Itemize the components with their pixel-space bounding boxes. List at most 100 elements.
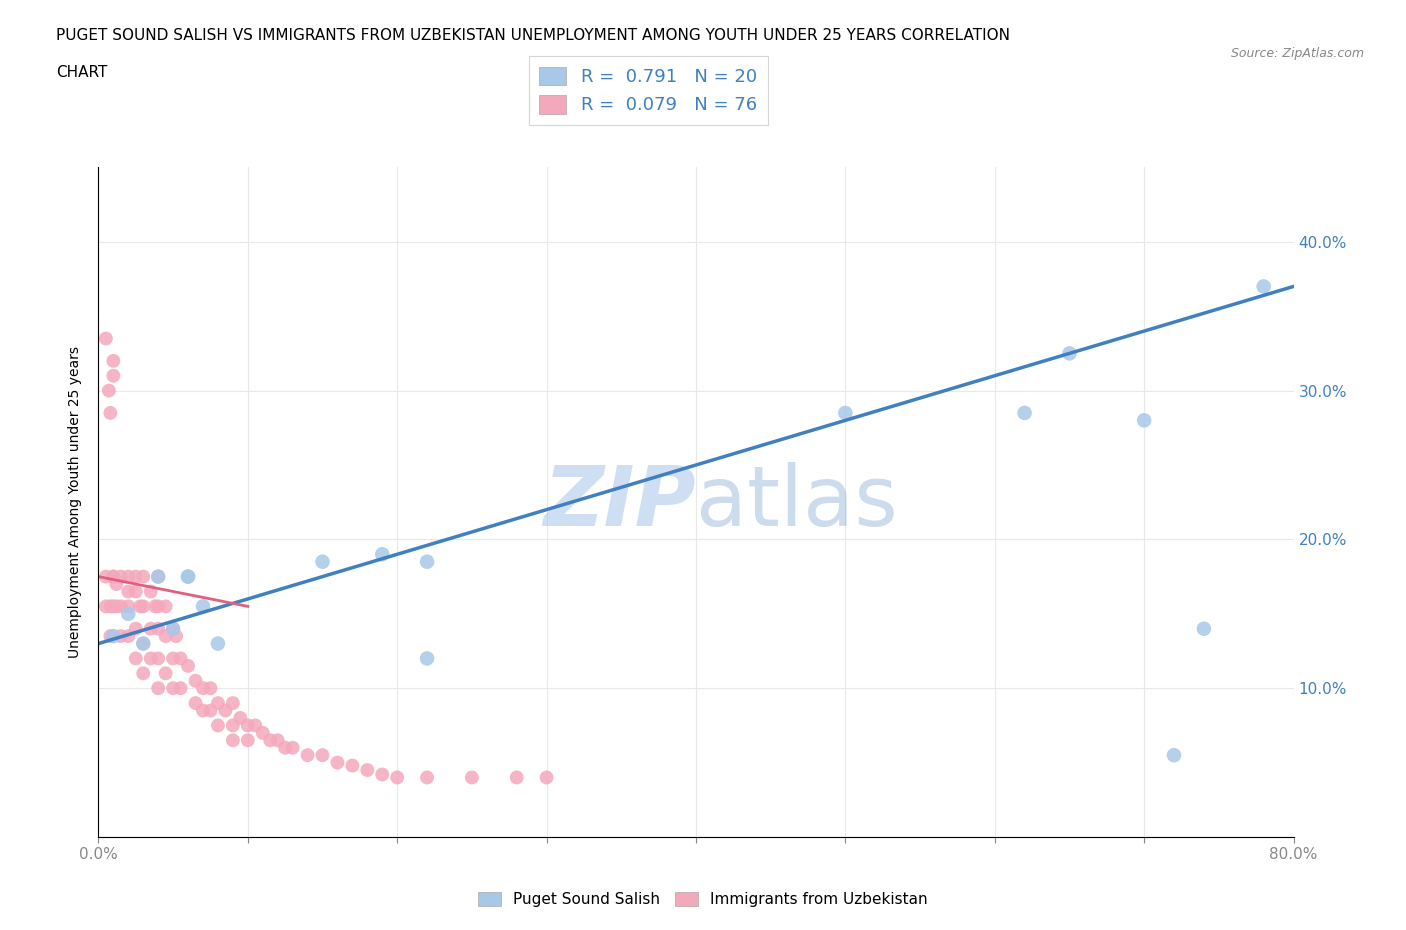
Point xyxy=(105,599,128,614)
Point xyxy=(200,703,222,718)
Text: PUGET SOUND SALISH VS IMMIGRANTS FROM UZBEKISTAN UNEMPLOYMENT AMONG YOUTH UNDER : PUGET SOUND SALISH VS IMMIGRANTS FROM UZ… xyxy=(56,28,1011,43)
Point xyxy=(371,547,394,562)
Point xyxy=(191,703,214,718)
Point xyxy=(100,629,122,644)
Text: Source: ZipAtlas.com: Source: ZipAtlas.com xyxy=(1230,46,1364,60)
Point xyxy=(103,629,125,644)
Point xyxy=(416,651,439,666)
Point xyxy=(416,554,439,569)
Point xyxy=(536,770,558,785)
Point xyxy=(191,681,214,696)
Point xyxy=(129,599,152,614)
Point xyxy=(110,599,132,614)
Point xyxy=(165,629,187,644)
Point xyxy=(169,651,191,666)
Text: CHART: CHART xyxy=(56,65,108,80)
Point xyxy=(162,681,184,696)
Point xyxy=(461,770,484,785)
Point xyxy=(117,584,139,599)
Point xyxy=(105,577,128,591)
Point xyxy=(125,569,148,584)
Point xyxy=(1133,413,1156,428)
Point xyxy=(1253,279,1275,294)
Point xyxy=(177,658,200,673)
Point xyxy=(1192,621,1215,636)
Point xyxy=(97,383,120,398)
Point xyxy=(139,584,162,599)
Point xyxy=(117,569,139,584)
Point xyxy=(169,681,191,696)
Point xyxy=(155,599,177,614)
Point xyxy=(177,569,200,584)
Point xyxy=(207,718,229,733)
Point xyxy=(207,636,229,651)
Point xyxy=(100,599,122,614)
Point xyxy=(1014,405,1036,420)
Point xyxy=(132,569,155,584)
Point xyxy=(132,636,155,651)
Text: ZIP: ZIP xyxy=(543,461,696,543)
Point xyxy=(148,651,170,666)
Point xyxy=(297,748,319,763)
Point xyxy=(139,621,162,636)
Point xyxy=(184,696,207,711)
Point xyxy=(94,331,117,346)
Point xyxy=(222,696,245,711)
Point xyxy=(103,569,125,584)
Point xyxy=(132,666,155,681)
Point xyxy=(155,666,177,681)
Point xyxy=(103,569,125,584)
Point xyxy=(222,733,245,748)
Point xyxy=(356,763,378,777)
Point xyxy=(200,681,222,696)
Point xyxy=(148,681,170,696)
Point xyxy=(177,569,200,584)
Point xyxy=(103,599,125,614)
Point xyxy=(117,599,139,614)
Point xyxy=(274,740,297,755)
Point xyxy=(371,767,394,782)
Point xyxy=(143,599,166,614)
Point xyxy=(103,368,125,383)
Point xyxy=(267,733,290,748)
Point xyxy=(252,725,274,740)
Point xyxy=(125,621,148,636)
Point xyxy=(162,621,184,636)
Point xyxy=(326,755,349,770)
Point xyxy=(1163,748,1185,763)
Point xyxy=(281,740,304,755)
Point xyxy=(110,629,132,644)
Point xyxy=(236,733,259,748)
Point xyxy=(214,703,236,718)
Point xyxy=(236,718,259,733)
Point xyxy=(506,770,529,785)
Point xyxy=(184,673,207,688)
Point xyxy=(148,599,170,614)
Point xyxy=(245,718,267,733)
Point xyxy=(148,621,170,636)
Point xyxy=(132,636,155,651)
Point xyxy=(155,629,177,644)
Point xyxy=(117,606,139,621)
Point xyxy=(1059,346,1081,361)
Point xyxy=(222,718,245,733)
Point xyxy=(132,599,155,614)
Legend: R =  0.791   N = 20, R =  0.079   N = 76: R = 0.791 N = 20, R = 0.079 N = 76 xyxy=(529,56,768,126)
Point xyxy=(834,405,856,420)
Point xyxy=(139,651,162,666)
Point xyxy=(229,711,252,725)
Point xyxy=(207,696,229,711)
Point xyxy=(125,584,148,599)
Point xyxy=(125,651,148,666)
Legend: Puget Sound Salish, Immigrants from Uzbekistan: Puget Sound Salish, Immigrants from Uzbe… xyxy=(472,885,934,913)
Point xyxy=(110,569,132,584)
Point xyxy=(342,758,364,773)
Point xyxy=(100,405,122,420)
Point xyxy=(311,748,333,763)
Point xyxy=(259,733,281,748)
Point xyxy=(117,629,139,644)
Point xyxy=(162,621,184,636)
Point xyxy=(162,651,184,666)
Point xyxy=(191,599,214,614)
Point xyxy=(94,599,117,614)
